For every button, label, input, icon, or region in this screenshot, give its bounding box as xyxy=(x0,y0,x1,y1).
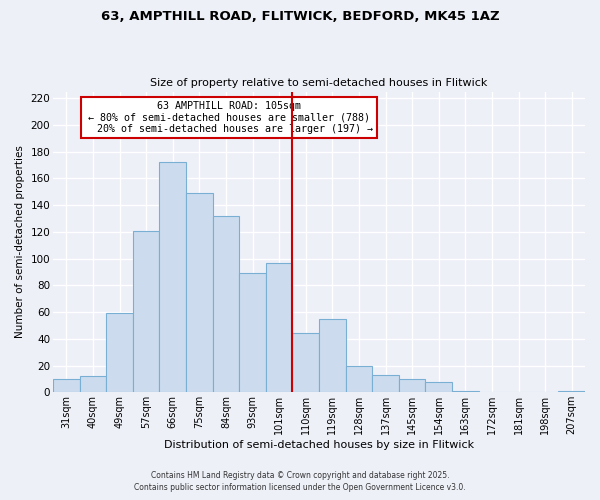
Text: Contains HM Land Registry data © Crown copyright and database right 2025.
Contai: Contains HM Land Registry data © Crown c… xyxy=(134,471,466,492)
Bar xyxy=(186,193,212,392)
X-axis label: Distribution of semi-detached houses by size in Flitwick: Distribution of semi-detached houses by … xyxy=(164,440,474,450)
Bar xyxy=(452,391,479,392)
Bar xyxy=(239,274,266,392)
Bar xyxy=(160,162,186,392)
Bar xyxy=(212,216,239,392)
Bar xyxy=(372,375,399,392)
Bar xyxy=(425,382,452,392)
Bar xyxy=(292,334,319,392)
Bar xyxy=(106,314,133,392)
Text: 63 AMPTHILL ROAD: 105sqm
← 80% of semi-detached houses are smaller (788)
  20% o: 63 AMPTHILL ROAD: 105sqm ← 80% of semi-d… xyxy=(85,100,373,134)
Bar xyxy=(319,319,346,392)
Title: Size of property relative to semi-detached houses in Flitwick: Size of property relative to semi-detach… xyxy=(151,78,488,88)
Bar xyxy=(266,262,292,392)
Text: 63, AMPTHILL ROAD, FLITWICK, BEDFORD, MK45 1AZ: 63, AMPTHILL ROAD, FLITWICK, BEDFORD, MK… xyxy=(101,10,499,23)
Bar xyxy=(133,230,160,392)
Bar xyxy=(346,366,372,392)
Bar xyxy=(53,379,80,392)
Bar xyxy=(399,379,425,392)
Bar xyxy=(559,391,585,392)
Y-axis label: Number of semi-detached properties: Number of semi-detached properties xyxy=(15,146,25,338)
Bar xyxy=(80,376,106,392)
